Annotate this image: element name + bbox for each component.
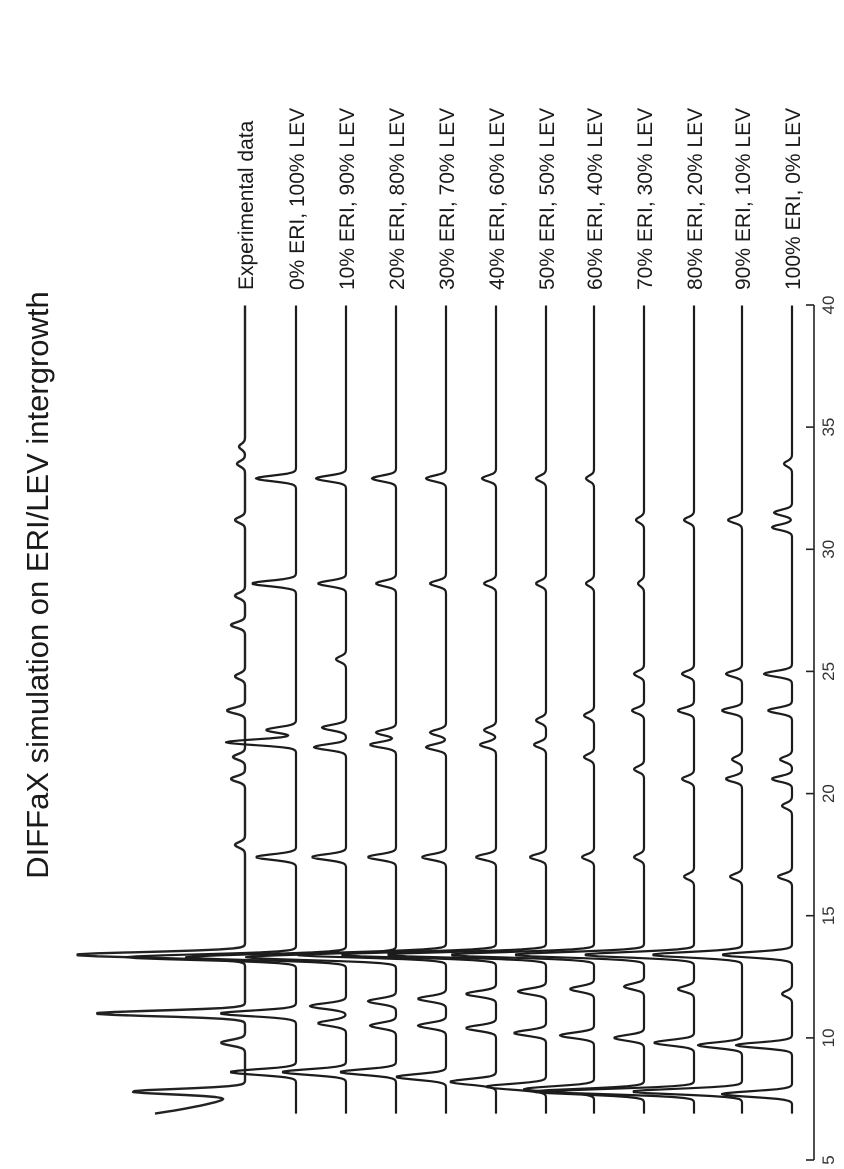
series-label-4: 30% ERI, 70% LEV bbox=[436, 108, 459, 290]
series-label-6: 50% ERI, 50% LEV bbox=[536, 108, 559, 290]
series-label-0: Experimental data bbox=[235, 120, 258, 290]
series-line-10 bbox=[632, 305, 744, 1114]
series-line-9 bbox=[555, 305, 696, 1114]
series-line-0 bbox=[76, 305, 247, 1115]
series-label-10: 90% ERI, 10% LEV bbox=[732, 108, 755, 290]
series-line-2 bbox=[184, 305, 348, 1114]
series-label-8: 70% ERI, 30% LEV bbox=[634, 108, 657, 290]
x-axis: 5 10 15 20 25 30 35 40 bbox=[806, 296, 838, 1165]
trace-group bbox=[76, 305, 794, 1115]
x-tick-label-35: 35 bbox=[819, 418, 838, 437]
series-label-2: 10% ERI, 90% LEV bbox=[336, 108, 359, 290]
series-label-1: 0% ERI, 100% LEV bbox=[286, 108, 309, 290]
series-line-11 bbox=[720, 305, 794, 1114]
series-line-3 bbox=[244, 305, 398, 1114]
series-line-8 bbox=[514, 305, 646, 1114]
x-tick-label-30: 30 bbox=[819, 540, 838, 559]
legend-labels: Experimental data 0% ERI, 100% LEV 10% ERI… bbox=[235, 108, 805, 290]
x-tick-label-10: 10 bbox=[819, 1028, 838, 1047]
series-label-5: 40% ERI, 60% LEV bbox=[486, 108, 509, 290]
series-line-1 bbox=[124, 305, 298, 1114]
chart-title: DIFFaX simulation on ERI/LEV intergrowth bbox=[20, 291, 55, 879]
series-line-5 bbox=[341, 305, 498, 1114]
series-line-7 bbox=[451, 305, 596, 1114]
series-label-3: 20% ERI, 80% LEV bbox=[386, 108, 409, 290]
x-tick-label-20: 20 bbox=[819, 784, 838, 803]
x-tick-label-40: 40 bbox=[819, 296, 838, 315]
series-label-7: 60% ERI, 40% LEV bbox=[584, 108, 607, 290]
series-line-4 bbox=[297, 305, 448, 1114]
x-tick-label-15: 15 bbox=[819, 906, 838, 925]
series-label-11: 100% ERI, 0% LEV bbox=[782, 108, 805, 290]
series-label-9: 80% ERI, 20% LEV bbox=[684, 108, 707, 290]
x-tick-label-25: 25 bbox=[819, 662, 838, 681]
series-line-6 bbox=[387, 305, 548, 1114]
x-tick-label-5: 5 bbox=[819, 1155, 838, 1164]
